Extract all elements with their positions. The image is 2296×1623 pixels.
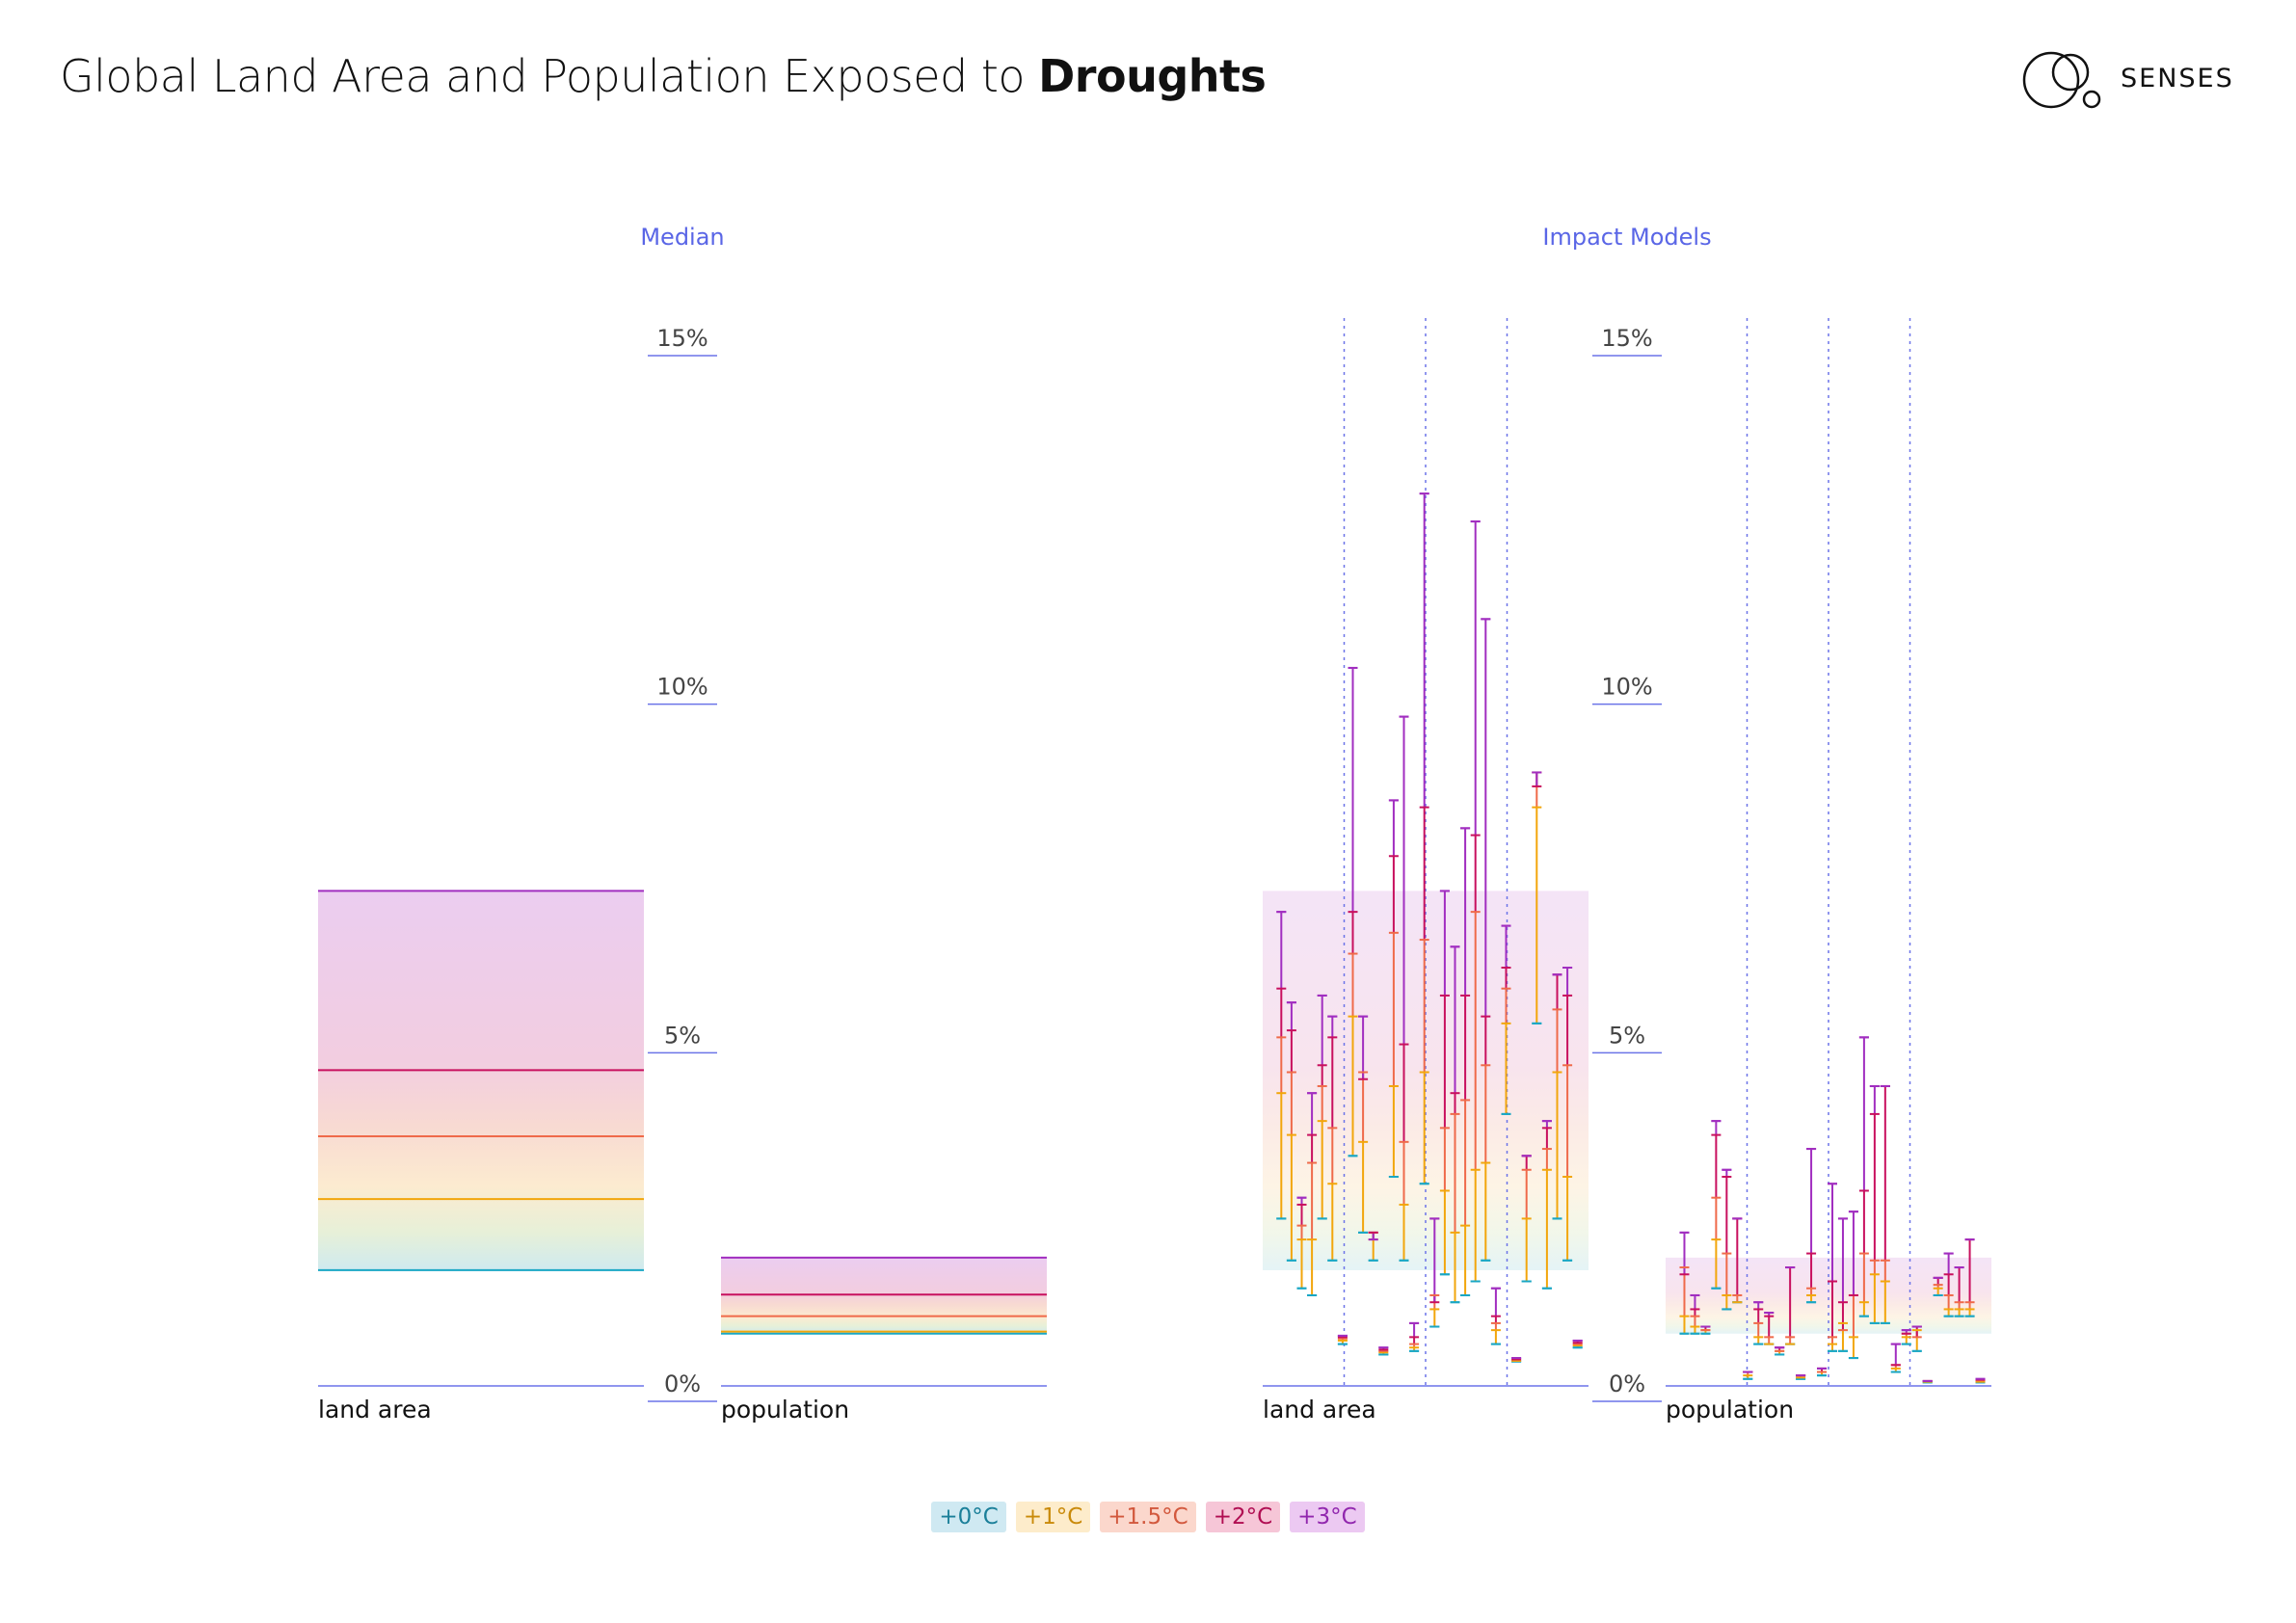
- impact-models-section-label: Impact Models: [1542, 224, 1712, 251]
- legend-item: +1°C: [1015, 1502, 1091, 1532]
- y-tick-label: 0%: [664, 1370, 701, 1397]
- median-section-label: Median: [640, 224, 725, 251]
- y-tick-label: 15%: [1601, 325, 1652, 352]
- y-tick-label: 0%: [1609, 1370, 1645, 1397]
- category-label: land area: [1263, 1396, 1376, 1423]
- y-tick-label: 10%: [1601, 674, 1652, 701]
- y-tick-label: 5%: [664, 1022, 701, 1049]
- title-prefix: Global Land Area and Population Exposed …: [60, 50, 1039, 102]
- median-band: [318, 891, 644, 1270]
- y-tick-label: 5%: [1609, 1022, 1645, 1049]
- category-label: population: [1666, 1396, 1794, 1423]
- y-tick-label: 10%: [656, 674, 707, 701]
- legend-item: +2°C: [1205, 1502, 1281, 1532]
- median-band: [721, 1257, 1047, 1334]
- legend-item: +1.5°C: [1100, 1502, 1196, 1532]
- title-emphasis: Droughts: [1038, 50, 1267, 102]
- legend: +0°C +1°C +1.5°C +2°C +3°C: [0, 1502, 2296, 1532]
- category-label: population: [721, 1396, 849, 1423]
- overlapping-circles-icon: [2022, 51, 2101, 109]
- y-tick-label: 15%: [656, 325, 707, 352]
- logo-text: SENSES: [2121, 64, 2234, 93]
- page-title: Global Land Area and Population Exposed …: [60, 50, 1267, 102]
- legend-item: +0°C: [931, 1502, 1006, 1532]
- legend-item: +3°C: [1290, 1502, 1365, 1532]
- category-label: land area: [318, 1396, 432, 1423]
